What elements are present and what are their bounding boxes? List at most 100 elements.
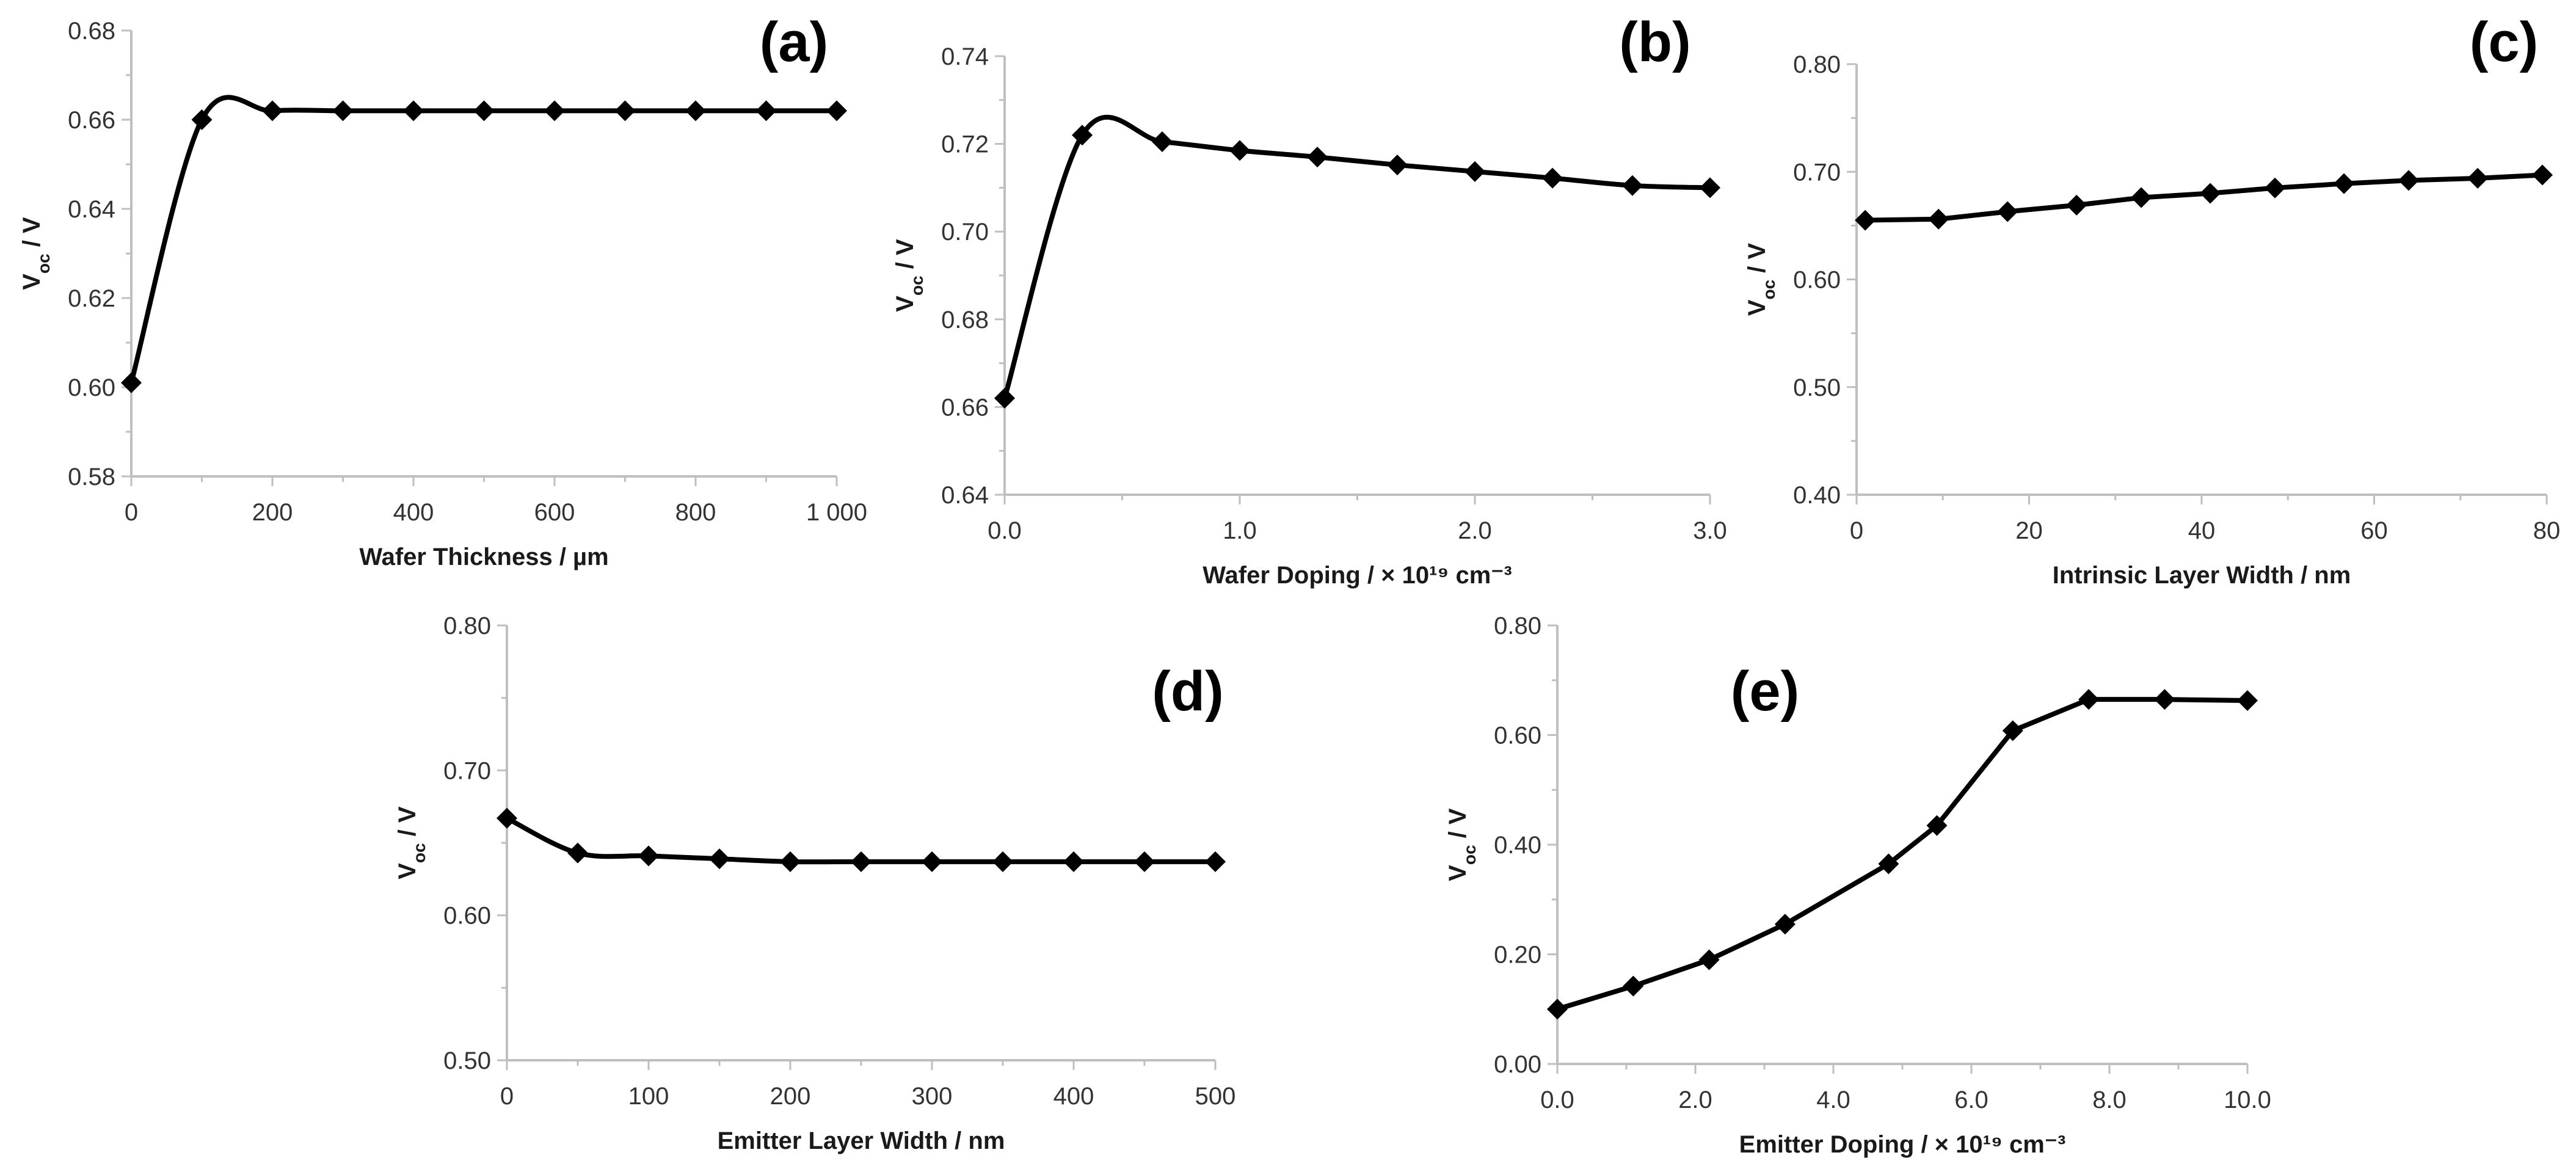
data-point-marker [1926, 815, 1948, 836]
y-tick-label: 0.64 [68, 196, 115, 223]
data-point-marker [922, 851, 942, 872]
data-point-marker [1307, 147, 1328, 168]
data-point-marker [191, 109, 213, 130]
y-tick-label: 0.80 [1793, 51, 1841, 78]
chart-svg: 0.00 0.20 0.40 0.60 0.80 0.0 2.0 4.0 6.0 8.0 10.0 E… [1444, 613, 2271, 1158]
x-axis-title: Emitter Doping / × 10¹⁹ cm⁻³ [1739, 1131, 2066, 1158]
panel-label: (a) [760, 11, 828, 73]
x-tick-label: 6.0 [1954, 1087, 1988, 1113]
panel-label: (c) [2470, 11, 2538, 73]
x-tick-label: 400 [393, 499, 434, 526]
data-point-marker [638, 845, 659, 867]
y-tick-label: 0.64 [941, 482, 989, 509]
chart-panel-b: 0.64 0.66 0.68 0.70 0.72 0.74 0.0 1.0 2.0 3.0 Wafe… [867, 0, 1727, 589]
data-point-marker [2531, 164, 2553, 186]
data-point-marker [567, 842, 588, 864]
x-tick-label: 200 [770, 1083, 811, 1110]
x-tick-label: 1.0 [1223, 517, 1257, 544]
data-point-marker [1878, 853, 1899, 875]
chart-panel-e: 0.00 0.20 0.40 0.60 0.80 0.0 2.0 4.0 6.0 8.0 10.0 E… [1423, 599, 2339, 1169]
data-point-marker [2467, 167, 2488, 189]
data-point-marker [2398, 170, 2419, 191]
data-point-marker [332, 100, 354, 122]
y-axis-title: Voc / V [394, 806, 429, 879]
y-tick-label: 0.80 [1494, 613, 1541, 639]
data-point-marker [614, 100, 636, 122]
data-point-marker [497, 807, 517, 829]
panel-label: (b) [1619, 11, 1690, 73]
x-axis-title: Intrinsic Layer Width / nm [2053, 562, 2351, 589]
y-axis-title: Voc / V [892, 239, 926, 312]
x-axis-title: Wafer Doping / × 10¹⁹ cm⁻³ [1202, 562, 1512, 589]
y-axis-title-unit: / V [18, 217, 45, 253]
y-axis-title-unit: / V [1744, 242, 1770, 279]
panel-label: (e) [1731, 660, 1799, 723]
y-tick-label: 0.40 [1494, 832, 1541, 859]
x-tick-label: 0.0 [1540, 1087, 1574, 1113]
x-tick-label: 0.0 [988, 517, 1022, 544]
y-tick-label: 0.80 [443, 613, 491, 639]
data-point-marker [1621, 175, 1643, 196]
y-axis-title-unit: / V [892, 239, 919, 275]
y-axis-title-subscript: oc [908, 275, 926, 296]
data-point-marker [780, 851, 801, 872]
data-point-marker [2078, 689, 2100, 710]
x-tick-label: 10.0 [2224, 1087, 2271, 1113]
x-tick-label: 0 [125, 499, 138, 526]
data-point-marker [1386, 155, 1408, 176]
data-point-marker [1063, 851, 1084, 872]
data-point-marker [1698, 949, 1720, 971]
data-point-marker [2200, 183, 2221, 204]
y-axis-title-main: V [1444, 865, 1471, 881]
x-tick-label: 2.0 [1678, 1087, 1712, 1113]
y-tick-label: 0.60 [443, 903, 491, 930]
data-point-marker [1774, 914, 1796, 935]
data-point-marker [1700, 177, 1720, 198]
x-tick-label: 60 [2360, 517, 2388, 544]
y-tick-label: 0.20 [1494, 942, 1541, 969]
data-point-marker [826, 100, 847, 122]
data-point-marker [262, 100, 283, 122]
y-axis-title-unit: / V [1444, 808, 1471, 845]
y-axis-title-main: V [18, 274, 45, 290]
x-tick-label: 80 [2533, 517, 2561, 544]
x-tick-label: 600 [534, 499, 575, 526]
series-line [1555, 697, 2250, 1012]
x-axis-title: Wafer Thickness / µm [359, 544, 608, 570]
y-tick-label: 0.70 [443, 757, 491, 784]
data-point-marker [1205, 851, 1226, 872]
data-point-marker [403, 100, 424, 122]
data-point-marker [1997, 201, 2018, 222]
data-point-marker [2002, 720, 2023, 741]
chart-panel-a: 0.58 0.60 0.62 0.64 0.66 0.68 0 200 400 600 800 1 0… [0, 0, 867, 586]
y-axis-title: Voc / V [1744, 242, 1778, 316]
x-tick-label: 800 [675, 499, 716, 526]
y-tick-label: 0.58 [68, 464, 115, 490]
x-tick-label: 20 [2015, 517, 2043, 544]
chart-panel-c: 0.40 0.50 0.60 0.70 0.80 0 20 40 60 80 Intrinsic L… [1722, 0, 2576, 589]
data-point-marker [2066, 194, 2087, 216]
x-tick-label: 400 [1053, 1083, 1094, 1110]
y-tick-label: 0.50 [443, 1047, 491, 1074]
x-axis-title: Emitter Layer Width / nm [718, 1127, 1005, 1154]
data-point-marker [473, 100, 495, 122]
data-point-marker [685, 100, 706, 122]
x-tick-label: 3.0 [1693, 517, 1727, 544]
panel-label: (d) [1152, 660, 1223, 723]
data-point-marker [851, 851, 871, 872]
data-point-marker [1855, 209, 1876, 231]
data-point-marker [2131, 187, 2152, 208]
series-line [1002, 114, 1712, 401]
data-point-marker [1547, 999, 1568, 1020]
data-point-marker [2237, 690, 2258, 711]
data-point-marker [1542, 167, 1563, 189]
y-tick-label: 0.68 [68, 18, 115, 45]
chart-svg: 0.58 0.60 0.62 0.64 0.66 0.68 0 200 400 600 800 1 0… [18, 11, 867, 570]
data-point-marker [1072, 125, 1093, 146]
x-tick-label: 200 [252, 499, 293, 526]
y-tick-label: 0.68 [941, 307, 989, 333]
y-axis-title-main: V [394, 863, 421, 879]
chart-svg: 0.40 0.50 0.60 0.70 0.80 0 20 40 60 80 Intrinsic L… [1744, 11, 2561, 589]
x-tick-label: 0 [500, 1083, 514, 1110]
data-point-marker [2154, 689, 2175, 710]
